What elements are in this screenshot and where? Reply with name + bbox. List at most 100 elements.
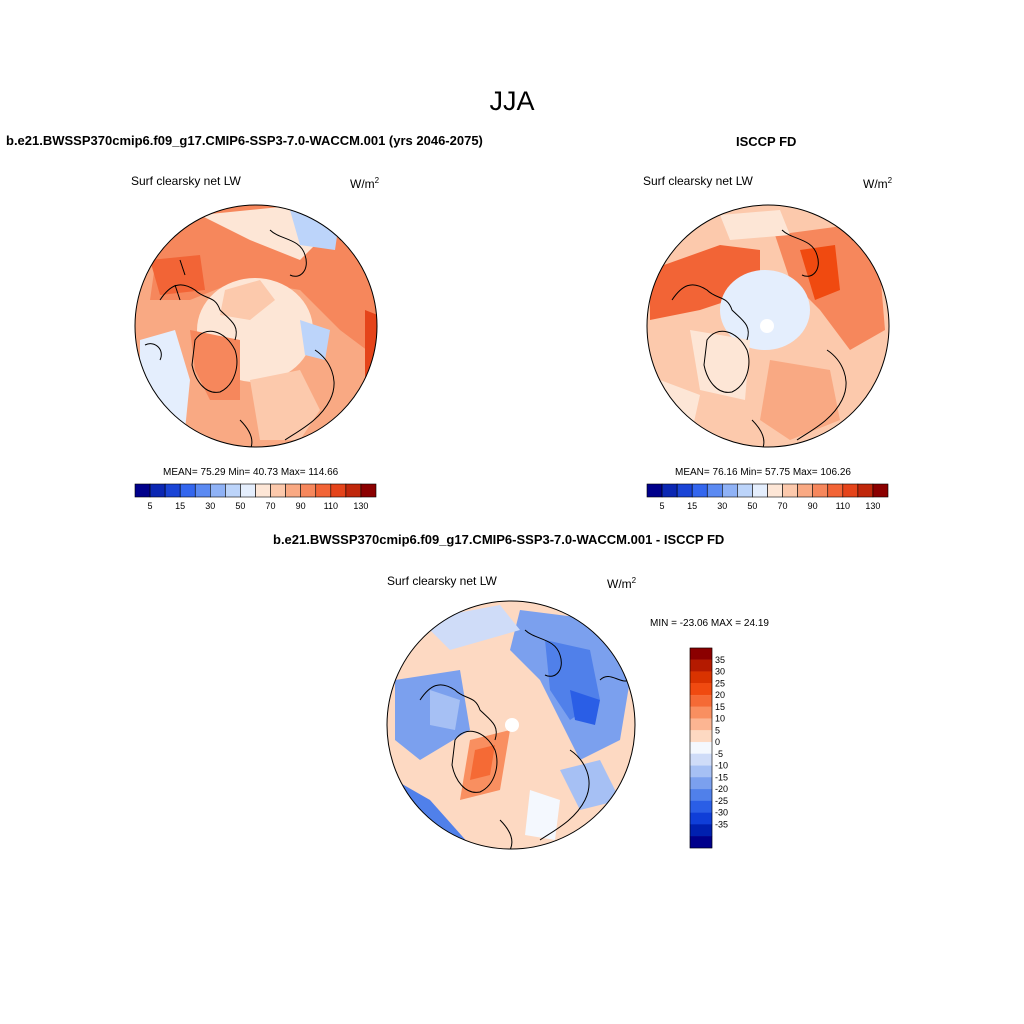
right-colorbar-box (797, 483, 813, 498)
right-colorbar-box (842, 483, 859, 498)
left-colorbar-box (300, 483, 317, 498)
right-colorbar-tick-label: 50 (747, 501, 757, 511)
left-colorbar-box (315, 483, 332, 498)
right-polar-map (647, 205, 889, 447)
right-panel-title: ISCCP FD (736, 134, 797, 149)
right-colorbar-box (661, 483, 678, 498)
diff-colorbar-box (689, 659, 713, 672)
left-colorbar-tick-label: 110 (324, 501, 338, 511)
right-colorbar-box (706, 483, 723, 498)
left-colorbar: 5 15 30 50 70 90 110 130 (134, 483, 377, 511)
left-colorbar-box (285, 483, 301, 498)
left-colorbar-box (330, 483, 347, 498)
right-colorbar-box (872, 483, 889, 498)
right-colorbar-box (767, 483, 783, 498)
right-colorbar-tick-label: 30 (717, 501, 727, 511)
right-colorbar-tick-label: 90 (808, 501, 818, 511)
diff-polar-map (387, 601, 635, 849)
left-colorbar-box (360, 483, 377, 498)
diff-panel-title: b.e21.BWSSP370cmip6.f09_g17.CMIP6-SSP3-7… (273, 532, 725, 547)
diff-colorbar-box (689, 753, 713, 766)
right-colorbar-tick-label: 15 (687, 501, 697, 511)
diff-variable-label: Surf clearsky net LW (387, 574, 497, 588)
right-colorbar-box (857, 483, 874, 498)
right-colorbar-box (827, 483, 844, 498)
diff-colorbar-box (689, 683, 713, 696)
diff-colorbar-box (689, 694, 713, 707)
right-units-label: W/m2 (863, 176, 893, 191)
right-colorbar-box (676, 483, 693, 498)
left-colorbar-tick-label: 50 (235, 501, 245, 511)
diff-colorbar-tick-label: -35 (715, 819, 728, 829)
diff-colorbar-tick-label: -10 (715, 761, 728, 771)
left-colorbar-tick-label: 5 (148, 501, 153, 511)
diff-colorbar-box (689, 741, 713, 755)
diff-colorbar-tick-label: 35 (715, 655, 725, 665)
diff-minmax: MIN = -23.06 MAX = 24.19 (650, 618, 769, 629)
right-colorbar-tick-label: 70 (778, 501, 788, 511)
left-panel-title: b.e21.BWSSP370cmip6.f09_g17.CMIP6-SSP3-7… (6, 133, 483, 148)
left-colorbar-box (345, 483, 362, 498)
diff-colorbar-box (689, 647, 713, 660)
left-variable-label: Surf clearsky net LW (131, 174, 241, 188)
diff-colorbar-tick-label: 15 (715, 702, 725, 712)
diff-colorbar-box (689, 671, 713, 684)
diff-colorbar-tick-label: 20 (715, 690, 725, 700)
diff-colorbar-outline (689, 647, 713, 849)
right-variable-label: Surf clearsky net LW (643, 174, 753, 188)
left-colorbar-tick-label: 70 (266, 501, 276, 511)
left-colorbar-tick-label: 15 (175, 501, 185, 511)
right-colorbar-box (722, 483, 738, 498)
diff-colorbar-tick-label: -15 (715, 772, 728, 782)
diff-colorbar-box (689, 765, 713, 778)
diff-colorbar-tick-label: 25 (715, 678, 725, 688)
left-colorbar-box (270, 483, 286, 498)
left-colorbar-box (134, 483, 151, 498)
diff-colorbar-box (689, 730, 713, 743)
diff-colorbar-box (689, 718, 713, 731)
left-colorbar-box (164, 483, 181, 498)
left-map-border (134, 204, 378, 448)
diff-units-label: W/m2 (607, 576, 637, 591)
left-polar-map (135, 205, 377, 447)
right-colorbar-box (752, 483, 768, 498)
diff-colorbar-box (689, 824, 713, 837)
left-colorbar-box (240, 483, 256, 498)
diff-colorbar-tick-label: -25 (715, 796, 728, 806)
diff-colorbar-tick-label: 0 (715, 737, 720, 747)
diff-colorbar-box (689, 777, 713, 790)
right-map-border (646, 204, 890, 448)
right-colorbar-tick-label: 110 (836, 501, 850, 511)
left-colorbar-tick-label: 130 (353, 501, 368, 511)
right-colorbar-tick-label: 5 (660, 501, 665, 511)
right-colorbar-box (812, 483, 829, 498)
diff-colorbar-box (689, 706, 713, 719)
left-colorbar-tick-label: 30 (205, 501, 215, 511)
diff-colorbar-tick-label: -30 (715, 808, 728, 818)
left-colorbar-box (210, 483, 226, 498)
left-stats: MEAN= 75.29 Min= 40.73 Max= 114.66 (163, 467, 339, 478)
diff-colorbar-tick-label: -20 (715, 784, 728, 794)
left-colorbar-box (225, 483, 241, 498)
right-colorbar: 5 15 30 50 70 90 110 130 (646, 483, 889, 511)
diff-map-border (386, 600, 636, 850)
diff-colorbar-box (689, 789, 713, 802)
diff-colorbar-tick-label: 10 (715, 714, 725, 724)
right-colorbar-box (737, 483, 753, 498)
diff-colorbar-tick-label: 30 (715, 667, 725, 677)
right-colorbar-box (646, 483, 663, 498)
diff-colorbar-box (689, 812, 713, 825)
left-colorbar-tick-label: 90 (296, 501, 306, 511)
left-coastlines (144, 229, 371, 447)
right-colorbar-tick-label: 130 (865, 501, 880, 511)
main-title: JJA (489, 86, 535, 116)
right-stats: MEAN= 76.16 Min= 57.75 Max= 106.26 (675, 467, 851, 478)
diff-colorbar-tick-label: -5 (715, 749, 723, 759)
right-colorbar-box (782, 483, 798, 498)
diff-colorbar-box (689, 800, 713, 813)
left-colorbar-box (255, 483, 271, 498)
left-colorbar-box (179, 483, 196, 498)
diff-colorbar-tick-label: 5 (715, 725, 720, 735)
